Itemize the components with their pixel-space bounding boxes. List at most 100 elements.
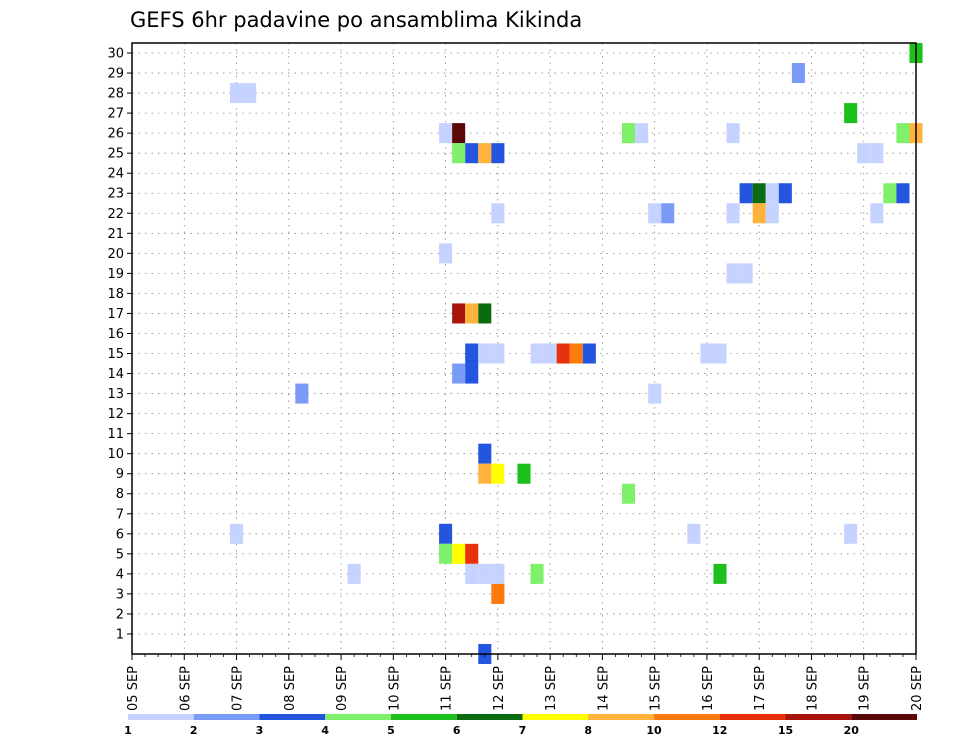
precip-cell xyxy=(452,123,466,144)
precip-cell xyxy=(752,203,766,224)
y-tick-label: 16 xyxy=(107,327,124,342)
precip-cell xyxy=(465,563,479,584)
y-tick-label: 17 xyxy=(107,307,124,322)
precip-cell xyxy=(883,183,897,204)
precip-cell xyxy=(700,343,714,364)
precip-cell xyxy=(347,563,361,584)
y-tick-label: 22 xyxy=(107,207,124,222)
legend-label: 2 xyxy=(190,724,198,737)
precip-cell xyxy=(713,563,727,584)
x-tick-label: 10 SEP xyxy=(387,666,402,711)
precip-cell xyxy=(739,263,753,284)
plot-frame xyxy=(131,42,917,655)
y-tick-label: 12 xyxy=(107,407,124,422)
precip-cell xyxy=(452,543,466,564)
precip-cell xyxy=(530,563,544,584)
legend-label: 5 xyxy=(387,724,395,737)
x-tick-label: 12 SEP xyxy=(492,666,507,711)
y-tick-label: 11 xyxy=(107,427,124,442)
x-tick-label: 18 SEP xyxy=(805,666,820,711)
x-tick-label: 20 SEP xyxy=(910,666,925,711)
precip-cell xyxy=(635,123,649,144)
precip-cell xyxy=(491,143,505,164)
y-tick-label: 24 xyxy=(107,167,124,182)
y-tick-label: 21 xyxy=(107,227,124,242)
x-axis: 05 SEP 06 SEP 07 SEP 08 SEP 09 SEP 10 SEP 11 S… xyxy=(126,654,925,711)
precip-cell xyxy=(556,343,570,364)
x-tick-label: 09 SEP xyxy=(335,666,350,711)
y-axis: 1234567891011121314151617181920212223242… xyxy=(107,47,132,642)
precip-cell xyxy=(648,203,662,224)
y-tick-label: 8 xyxy=(116,487,124,502)
precip-cell xyxy=(569,343,583,364)
legend-label: 15 xyxy=(778,724,793,737)
y-tick-label: 2 xyxy=(116,607,124,622)
legend-swatch xyxy=(391,714,457,720)
y-tick-label: 7 xyxy=(116,507,124,522)
precip-cell xyxy=(491,343,505,364)
x-tick-label: 15 SEP xyxy=(649,666,664,711)
precip-cell xyxy=(478,463,492,484)
x-tick-label: 07 SEP xyxy=(231,666,246,711)
legend-label: 1 xyxy=(124,724,132,737)
legend-swatch xyxy=(128,714,194,720)
precip-cell xyxy=(844,523,858,544)
precip-cell xyxy=(243,83,257,104)
x-tick-label: 16 SEP xyxy=(701,666,716,711)
precip-cell xyxy=(726,123,740,144)
legend-label: 8 xyxy=(584,724,592,737)
precip-cell xyxy=(896,183,910,204)
y-tick-label: 13 xyxy=(107,387,124,402)
precip-cell xyxy=(517,463,531,484)
legend-swatch xyxy=(785,714,852,720)
precip-cell xyxy=(765,183,779,204)
precip-cell xyxy=(491,463,505,484)
legend-swatch xyxy=(588,714,654,720)
precip-cell xyxy=(491,583,505,604)
legend-label: 12 xyxy=(712,724,727,737)
precip-cell xyxy=(530,343,544,364)
precip-cell xyxy=(739,183,753,204)
precip-cell xyxy=(465,363,479,384)
precip-cell xyxy=(543,343,557,364)
precip-cell xyxy=(295,383,309,404)
chart-title: GEFS 6hr padavine po ansamblima Kikinda xyxy=(130,8,582,32)
legend-swatch xyxy=(654,714,720,720)
y-tick-label: 1 xyxy=(116,627,124,642)
x-tick-label: 08 SEP xyxy=(283,666,298,711)
x-tick-label: 05 SEP xyxy=(126,666,141,711)
y-tick-label: 28 xyxy=(107,87,124,102)
precip-cell xyxy=(857,143,871,164)
legend-label: 4 xyxy=(321,724,329,737)
precip-cell xyxy=(622,483,636,504)
legend-label: 7 xyxy=(519,724,527,737)
precip-cell xyxy=(465,143,479,164)
y-tick-label: 27 xyxy=(107,107,124,122)
precip-cell xyxy=(439,123,453,144)
x-tick-label: 13 SEP xyxy=(544,666,559,711)
y-tick-label: 14 xyxy=(107,367,124,382)
y-tick-label: 30 xyxy=(107,47,124,62)
y-tick-label: 6 xyxy=(116,527,124,542)
y-tick-label: 10 xyxy=(107,447,124,462)
precip-cell xyxy=(478,343,492,364)
precip-cell xyxy=(648,383,662,404)
y-tick-label: 26 xyxy=(107,127,124,142)
x-tick-label: 06 SEP xyxy=(178,666,193,711)
legend-swatch xyxy=(719,714,786,720)
x-tick-label: 17 SEP xyxy=(753,666,768,711)
precip-cell xyxy=(687,523,701,544)
precip-cell xyxy=(844,103,858,124)
precip-cell xyxy=(439,243,453,264)
precip-cell xyxy=(439,523,453,544)
precip-cell xyxy=(661,203,675,224)
legend-label: 3 xyxy=(256,724,264,737)
precip-cell xyxy=(870,143,884,164)
precip-cell xyxy=(765,203,779,224)
legend-swatch xyxy=(456,714,523,720)
precip-cell xyxy=(478,303,492,324)
legend-swatch xyxy=(851,714,917,720)
legend-swatch xyxy=(325,714,391,720)
x-tick-label: 14 SEP xyxy=(596,666,611,711)
